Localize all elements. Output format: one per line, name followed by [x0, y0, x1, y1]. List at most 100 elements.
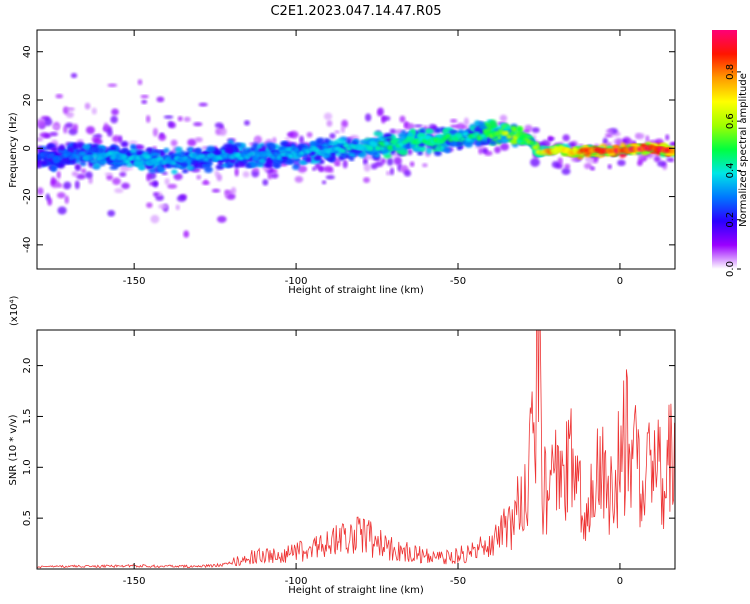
- spectrogram-background-cell: [329, 132, 336, 139]
- spectrogram-band-cell: [174, 146, 183, 153]
- spectrogram-ridge-cell: [156, 156, 163, 161]
- spectrogram-background-cell: [140, 94, 149, 99]
- spectrogram-band-cell: [188, 147, 194, 154]
- spectrogram-background-cell: [409, 161, 415, 167]
- colorbar-bar: [712, 30, 737, 269]
- spectrogram-ridge-cell: [462, 131, 469, 137]
- spectrogram-band-cell: [50, 146, 58, 152]
- spectrogram-y-tick-label: -40: [22, 237, 33, 253]
- spectrogram-background-cell: [137, 79, 143, 86]
- spectrogram-band-cell: [171, 169, 178, 175]
- spectrogram-background-cell: [377, 107, 384, 116]
- spectrogram-background-cell: [334, 130, 340, 134]
- spectrogram-background-cell: [119, 171, 127, 177]
- spectrogram-ridge-cell: [479, 133, 486, 138]
- spectrogram-band-cell: [60, 159, 69, 165]
- spectrogram-frame: [36, 29, 676, 270]
- spectrogram-ridge-cell: [421, 138, 428, 144]
- spectrogram-background-cell: [112, 135, 121, 143]
- spectrogram-band-cell: [170, 154, 176, 160]
- spectrogram-background-cell: [106, 174, 113, 181]
- spectrogram-background-cell: [399, 115, 406, 123]
- spectrogram-ridge-cell: [203, 157, 210, 162]
- spectrogram-band-cell: [217, 160, 223, 166]
- spectrogram-band-cell: [249, 146, 256, 154]
- spectrogram-background-cell: [670, 142, 675, 146]
- spectrogram-band-cell: [109, 165, 119, 170]
- spectrogram-background-cell: [183, 230, 190, 238]
- snr-y-multiplier: (x10⁴): [9, 295, 20, 326]
- spectrogram-band-cell: [134, 160, 143, 167]
- spectrogram-ridge-cell: [66, 151, 73, 157]
- snr-x-tick-label: -150: [123, 576, 146, 587]
- spectrogram-band-cell: [224, 147, 234, 155]
- spectrogram-y-tick-label: 0: [22, 145, 33, 151]
- snr-y-tick-label: 1.0: [22, 459, 33, 475]
- snr-y-ticks: 0.5 1.0 1.5 2.0: [22, 358, 675, 526]
- figure-title: C2E1.2023.047.14.47.R05: [270, 4, 441, 19]
- snr-y-tick-label: 2.0: [22, 358, 33, 374]
- spectrogram-ridge-cell: [287, 153, 294, 159]
- spectrogram-band-cell: [120, 140, 129, 148]
- snr-series-line: [37, 330, 675, 569]
- spectrogram-background-cell: [456, 122, 466, 130]
- spectrogram-background-cell: [107, 83, 118, 87]
- spectrogram-background-cell: [156, 96, 165, 103]
- spectrogram-ridge-cell: [444, 133, 451, 139]
- spectrogram-band-cell: [419, 128, 426, 135]
- spectrogram-background-cell: [177, 116, 183, 122]
- spectrogram-y-tick-label: 40: [22, 45, 33, 58]
- spectrogram-band-cell: [516, 126, 523, 133]
- spectrogram-ridge-cell: [392, 138, 399, 144]
- spectrogram-background-cell: [531, 127, 540, 133]
- spectrogram-background-cell: [126, 165, 134, 171]
- spectrogram-band-cell: [97, 147, 105, 154]
- spectrogram-background-cell: [224, 189, 233, 195]
- spectrogram-x-tick-label: -50: [450, 276, 466, 287]
- spectrogram-band-cell: [373, 130, 383, 137]
- spectrogram-ridge-cell: [185, 159, 192, 164]
- snr-y-label: SNR (10 * v/v): [8, 414, 19, 485]
- spectrogram-background-cell: [176, 195, 187, 202]
- spectrogram-background-cell: [364, 113, 372, 122]
- spectrogram-x-tick-label: 0: [617, 276, 623, 287]
- spectrogram-band-cell: [201, 162, 209, 169]
- spectrogram-background-cell: [665, 134, 670, 141]
- spectrogram-background-cell: [55, 93, 64, 99]
- spectrogram-background-cell: [56, 170, 61, 179]
- spectrogram-background-cell: [362, 158, 368, 166]
- spectrogram-band-cell: [324, 138, 330, 144]
- colorbar-tick-label: 0.6: [725, 113, 736, 129]
- spectrogram-background-cell: [107, 209, 116, 217]
- spectrogram-background-cell: [252, 167, 260, 172]
- snr-frame: [36, 329, 676, 570]
- spectrogram-background-cell: [134, 144, 145, 150]
- snr-x-tick-label: 0: [617, 576, 623, 587]
- spectrogram-band-cell: [398, 148, 407, 154]
- spectrogram-background-cell: [50, 176, 56, 186]
- spectrogram-x-tick-label: -100: [285, 276, 308, 287]
- spectrogram-band-cell: [39, 160, 48, 166]
- spectrogram-ridge-cell: [273, 151, 280, 157]
- spectrogram-background-cell: [214, 122, 224, 129]
- spectrogram-ridge-cell: [532, 145, 539, 150]
- spectrogram-background-cell: [342, 159, 348, 169]
- spectrogram-ridge-cell: [106, 151, 113, 156]
- spectrogram-background-cell: [602, 137, 608, 146]
- spectrogram-background-cell: [318, 165, 325, 173]
- spectrogram-background-cell: [403, 170, 412, 177]
- spectrogram-background-cell: [74, 180, 80, 190]
- colorbar-tick-label: 0.0: [725, 261, 736, 277]
- spectrogram-band-cell: [305, 156, 313, 163]
- spectrogram-background-cell: [193, 122, 203, 127]
- spectrogram-band-cell: [147, 147, 153, 153]
- spectrogram-background-cell: [374, 161, 384, 167]
- spectrogram-background-cell: [103, 122, 109, 131]
- spectrogram-background-cell: [64, 195, 70, 204]
- spectrogram-background-cell: [386, 157, 394, 166]
- spectrogram-band-cell: [194, 147, 203, 155]
- spectrogram-band-cell: [434, 150, 442, 157]
- spectrogram-background-cell: [57, 206, 67, 215]
- spectrogram-background-cell: [294, 176, 304, 183]
- spectrogram-background-cell: [114, 188, 124, 194]
